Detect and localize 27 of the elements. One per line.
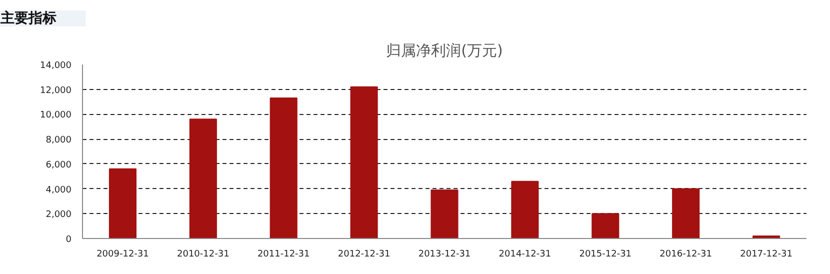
chart-title: 归属净利润(万元) [386,42,503,60]
y-tick-label: 8,000 [46,136,72,146]
bar [108,168,136,238]
x-tick-label: 2015-12-31 [579,250,632,260]
x-tick-label: 2014-12-31 [498,250,552,260]
x-tick-label: 2013-12-31 [418,250,471,260]
x-tick-label: 2009-12-31 [96,250,149,260]
bar [189,118,217,238]
x-tick-label: 2011-12-31 [257,250,310,260]
bar [672,188,700,238]
bar [350,86,378,238]
y-tick-label: 14,000 [40,61,72,71]
x-tick-label: 2016-12-31 [660,250,712,260]
bar [430,190,458,238]
x-tick-label: 2017-12-31 [740,250,792,260]
x-tick-label: 2010-12-31 [177,250,230,260]
y-tick-label: 0 [66,235,72,245]
y-tick-label: 4,000 [46,185,72,196]
bar [511,180,539,238]
y-tick-label: 10,000 [40,110,72,121]
bar [592,213,620,238]
bar [270,98,298,238]
y-tick-label: 12,000 [40,86,72,96]
y-tick-label: 2,000 [46,210,72,220]
y-tick-label: 6,000 [46,160,72,170]
text: 主要指标 [0,10,56,26]
x-tick-label: 2012-12-31 [338,250,390,260]
